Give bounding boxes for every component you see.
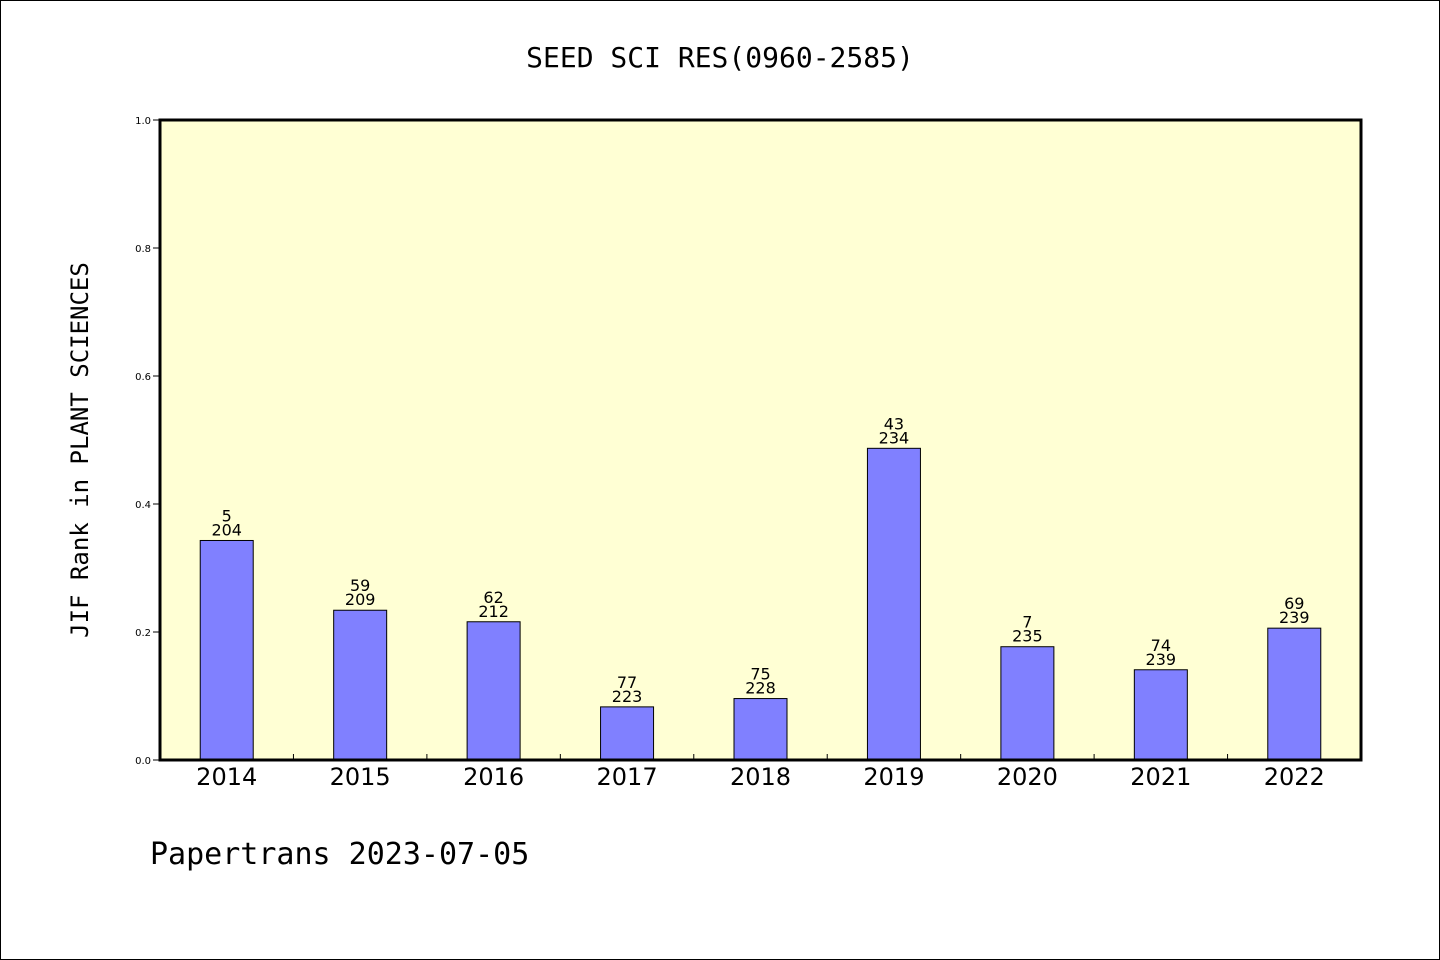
y-axis-ticks: 0.0 0.2 0.4 0.6 0.8 1.0	[135, 116, 160, 767]
y-tick-label: 0.4	[135, 500, 151, 511]
bar-total-label: 234	[879, 428, 910, 447]
bar-rank-label: 62	[483, 588, 503, 607]
bar-2020	[1000, 646, 1055, 761]
bar-total-label: 239	[1146, 650, 1177, 669]
bar-total-label: 204	[211, 520, 242, 539]
x-tick-label: 2021	[1130, 763, 1191, 791]
footer-text: Papertrans 2023-07-05	[150, 837, 529, 872]
x-tick-label: 2020	[997, 763, 1058, 791]
x-tick-label: 2014	[196, 763, 257, 791]
x-tick-label: 2015	[330, 763, 391, 791]
bar-2022	[1267, 627, 1322, 761]
y-tick-label: 0.0	[135, 756, 151, 767]
bar-total-label: 239	[1279, 608, 1310, 627]
bar-rank-label: 7	[1022, 613, 1032, 632]
bar-rank-label: 43	[884, 414, 904, 433]
plot-border	[158, 118, 1363, 762]
bar-total-label: 212	[478, 602, 509, 621]
y-tick-label: 0.8	[135, 244, 151, 255]
bar-rank-label: 69	[1284, 594, 1304, 613]
bar-rank-label: 75	[750, 665, 770, 684]
x-tick-label: 2016	[463, 763, 524, 791]
bars-group	[199, 447, 1322, 761]
x-tick-label: 2017	[597, 763, 658, 791]
bar-total-label: 228	[745, 679, 776, 698]
bar-2021	[1133, 669, 1188, 761]
bar-rank-label: 77	[617, 673, 637, 692]
bar-2014	[199, 539, 254, 761]
chart-title: SEED SCI RES(0960-2585)	[526, 41, 914, 74]
bar-total-label: 235	[1012, 627, 1043, 646]
x-tick-label: 2018	[730, 763, 791, 791]
bar-total-label: 209	[345, 590, 376, 609]
bar-rank-label: 59	[350, 576, 370, 595]
y-axis-label: JIF Rank in PLANT SCIENCES	[66, 262, 94, 638]
bar-rank-label: 74	[1151, 636, 1171, 655]
bar-2015	[333, 609, 388, 761]
x-axis-ticks: 2014 2015 2016 2017 2018 2019 2020 2021 2022	[196, 754, 1325, 791]
x-tick-label: 2022	[1264, 763, 1325, 791]
bar-total-label: 223	[612, 687, 643, 706]
y-tick-label: 0.6	[135, 372, 151, 383]
bar-rank-label: 5	[222, 506, 232, 525]
y-tick-label: 1.0	[135, 116, 151, 127]
bar-2016	[466, 621, 521, 761]
bar-2018	[733, 698, 788, 761]
y-tick-label: 0.2	[135, 628, 151, 639]
bar-2017	[600, 706, 655, 761]
x-tick-label: 2019	[863, 763, 924, 791]
bar-2019	[866, 447, 921, 761]
